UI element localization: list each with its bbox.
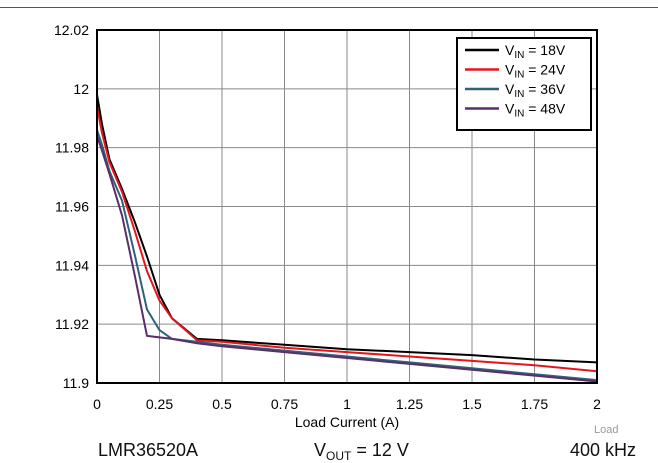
caption-vout-sub: OUT [326, 449, 352, 463]
top-rule [0, 7, 658, 8]
figure-note: Load [594, 424, 619, 436]
y-tick-labels: 11.9 11.92 11.94 11.96 11.98 12 12.02 [54, 22, 89, 391]
caption-vout: VOUT = 12 V [314, 440, 409, 463]
legend-label: VIN = 48V [505, 101, 566, 120]
x-tick-labels: 0 0.25 0.5 0.75 1 1.25 1.5 1.75 2 [93, 396, 601, 412]
series-layer [96, 94, 598, 383]
x-tick-label: 0.5 [212, 396, 232, 412]
y-tick-label: 12 [73, 81, 89, 97]
x-tick-label: 1.5 [462, 396, 482, 412]
y-tick-label: 11.9 [63, 375, 89, 391]
x-tick-label: 2 [593, 396, 601, 412]
legend-label: VIN = 18V [505, 42, 566, 61]
y-tick-label: 11.92 [55, 316, 89, 332]
x-tick-label: 1.75 [521, 396, 548, 412]
caption-vout-rest: = 12 V [351, 440, 409, 460]
series-line-1 [96, 106, 598, 373]
legend-box [456, 37, 592, 131]
y-tick-label: 11.96 [55, 199, 89, 215]
y-tick-label: 12.02 [54, 22, 89, 38]
x-axis-label: Load Current (A) [295, 414, 399, 430]
legend-label: VIN = 24V [505, 62, 566, 81]
series-line-3 [96, 135, 598, 383]
x-tick-label: 0.25 [146, 396, 173, 412]
y-tick-label: 11.98 [55, 140, 89, 156]
x-tick-label: 0 [93, 396, 101, 412]
x-tick-label: 0.75 [271, 396, 298, 412]
x-tick-label: 1 [343, 396, 351, 412]
legend-label: VIN = 36V [505, 81, 566, 100]
x-tick-label: 1.25 [396, 396, 423, 412]
plot-frame [96, 29, 598, 384]
caption-frequency: 400 kHz [570, 440, 637, 460]
caption-vout-main: V [314, 440, 327, 460]
caption-device: LMR36520A [98, 440, 199, 460]
y-tick-label: 11.94 [55, 257, 89, 273]
